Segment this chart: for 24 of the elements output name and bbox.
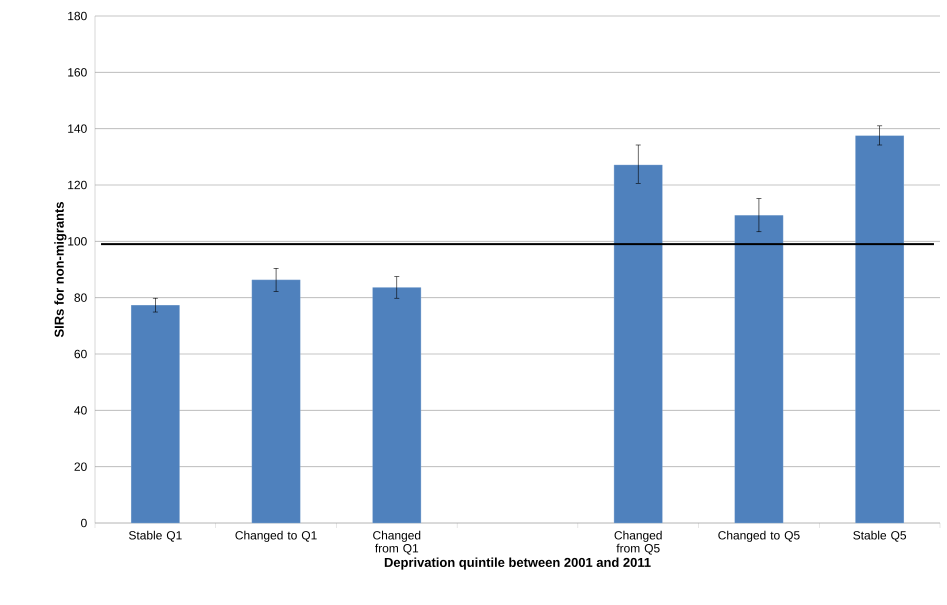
x-tick-label: Changed to Q1 bbox=[235, 530, 317, 542]
y-tick-label: 40 bbox=[74, 406, 87, 415]
y-axis-title: SIRs for non-migrants bbox=[54, 202, 66, 338]
x-tick-label: Changed from Q5 bbox=[614, 530, 662, 555]
x-tick-label: Stable Q1 bbox=[128, 530, 182, 542]
y-tick-label: 20 bbox=[74, 462, 87, 471]
bar bbox=[734, 215, 784, 524]
bar bbox=[252, 280, 300, 524]
y-tick-label: 80 bbox=[74, 293, 87, 302]
bar bbox=[855, 136, 904, 524]
y-tick-label: 120 bbox=[68, 180, 87, 190]
x-axis-title: Deprivation quintile between 2001 and 2011 bbox=[384, 557, 651, 570]
x-tick-label: Stable Q5 bbox=[853, 530, 906, 542]
y-tick-label: 180 bbox=[68, 12, 87, 20]
x-tick-label: Changed to Q5 bbox=[718, 530, 800, 542]
y-tick-label: 140 bbox=[68, 124, 87, 133]
y-tick-label: 60 bbox=[74, 350, 87, 358]
bar bbox=[131, 305, 180, 524]
bar bbox=[372, 287, 422, 524]
bar bbox=[614, 164, 663, 524]
y-tick-label: 0 bbox=[81, 518, 87, 528]
y-tick-label: 100 bbox=[68, 237, 87, 246]
x-tick-label: Changed from Q1 bbox=[373, 530, 420, 555]
y-tick-label: 160 bbox=[68, 68, 87, 77]
